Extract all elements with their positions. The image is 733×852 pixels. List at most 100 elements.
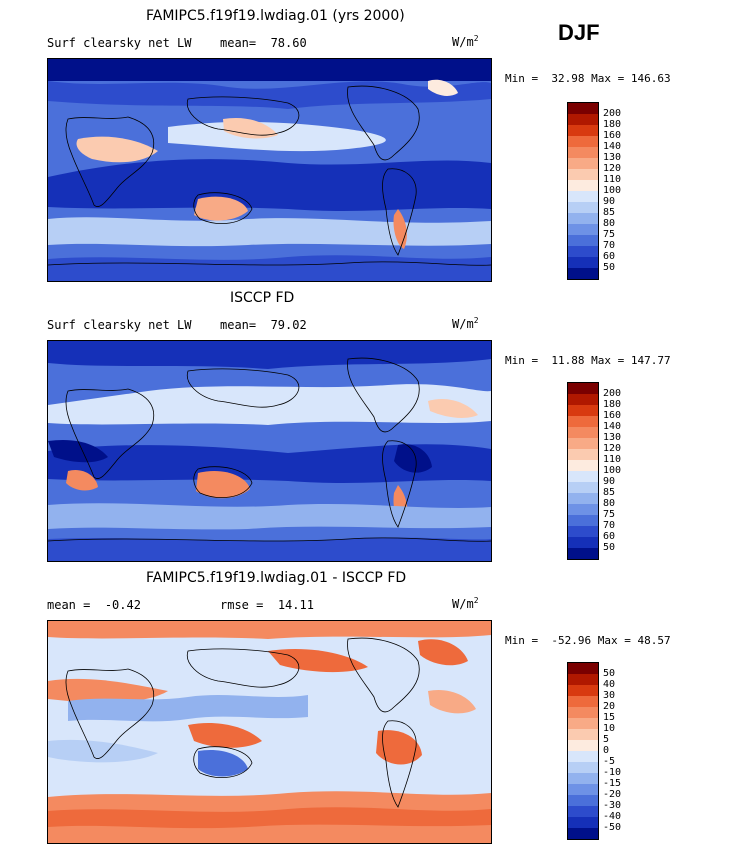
colorbar-tick-label: 110 xyxy=(603,174,622,185)
colorbar-swatch xyxy=(568,438,598,449)
colorbar-swatch xyxy=(568,202,598,213)
colorbar-swatch xyxy=(568,548,598,559)
colorbar-tick-label: 110 xyxy=(603,454,622,465)
colorbar-tick-label: 90 xyxy=(603,476,616,487)
colorbar-swatch xyxy=(568,224,598,235)
colorbar-swatch xyxy=(568,114,598,125)
colorbar-tick-label: -40 xyxy=(603,811,622,822)
colorbar-tick-label: 180 xyxy=(603,119,622,130)
colorbar-swatch xyxy=(568,103,598,114)
colorbar-tick-label: -50 xyxy=(603,822,622,833)
panel-1-mean: mean= 78.60 xyxy=(220,36,307,50)
panel-2-variable: Surf clearsky net LW xyxy=(47,318,192,332)
colorbar-tick-label: 50 xyxy=(603,668,616,679)
colorbar-tick-label: 30 xyxy=(603,690,616,701)
panel-2-title: ISCCP FD xyxy=(230,290,295,306)
season-label: DJF xyxy=(558,20,600,45)
colorbar-tick-label: 130 xyxy=(603,152,622,163)
colorbar-tick-label: 100 xyxy=(603,185,622,196)
colorbar-tick-label: 85 xyxy=(603,487,616,498)
colorbar-tick-label: 90 xyxy=(603,196,616,207)
colorbar-swatch xyxy=(568,169,598,180)
panel-1-minmax: Min = 32.98 Max = 146.63 xyxy=(505,72,671,85)
colorbar-swatch xyxy=(568,158,598,169)
panel-2-map xyxy=(47,340,492,562)
colorbar-tick-label: 80 xyxy=(603,218,616,229)
colorbar-swatch xyxy=(568,526,598,537)
colorbar-swatch xyxy=(568,125,598,136)
colorbar-swatch xyxy=(568,806,598,817)
colorbar-swatch xyxy=(568,136,598,147)
colorbar-tick-label: 120 xyxy=(603,443,622,454)
panel-3-map xyxy=(47,620,492,844)
colorbar-tick-label: 75 xyxy=(603,229,616,240)
panel-3-minmax: Min = -52.96 Max = 48.57 xyxy=(505,634,671,647)
colorbar-tick-label: 160 xyxy=(603,410,622,421)
colorbar-swatch xyxy=(568,235,598,246)
colorbar-tick-label: 60 xyxy=(603,251,616,262)
colorbar-swatch xyxy=(568,268,598,279)
colorbar-swatch xyxy=(568,471,598,482)
colorbar-tick-label: 0 xyxy=(603,745,610,756)
colorbar-tick-label: 15 xyxy=(603,712,616,723)
colorbar-tick-label: 10 xyxy=(603,723,616,734)
colorbar-swatch xyxy=(568,405,598,416)
colorbar-tick-label: 130 xyxy=(603,432,622,443)
colorbar-swatch xyxy=(568,828,598,839)
colorbar-swatch xyxy=(568,246,598,257)
colorbar-swatch xyxy=(568,751,598,762)
panel-2-mean: mean= 79.02 xyxy=(220,318,307,332)
panel-2-units: W/m2 xyxy=(452,316,479,331)
colorbar-tick-label: -30 xyxy=(603,800,622,811)
colorbar-swatch xyxy=(568,449,598,460)
colorbar-swatch xyxy=(568,504,598,515)
colorbar-tick-label: 80 xyxy=(603,498,616,509)
colorbar-swatch xyxy=(568,707,598,718)
colorbar-tick-label: 20 xyxy=(603,701,616,712)
colorbar-tick-label: 200 xyxy=(603,108,622,119)
colorbar-tick-label: 85 xyxy=(603,207,616,218)
colorbar-tick-label: 40 xyxy=(603,679,616,690)
colorbar-tick-label: 140 xyxy=(603,421,622,432)
colorbar-tick-label: 180 xyxy=(603,399,622,410)
colorbar-swatch xyxy=(568,663,598,674)
panel-1-units: W/m2 xyxy=(452,34,479,49)
panel-3-units: W/m2 xyxy=(452,596,479,611)
panel-2-colorbar-box xyxy=(567,382,599,560)
colorbar-tick-label: 50 xyxy=(603,262,616,273)
colorbar-swatch xyxy=(568,257,598,268)
colorbar-swatch xyxy=(568,817,598,828)
colorbar-tick-label: 160 xyxy=(603,130,622,141)
colorbar-swatch xyxy=(568,515,598,526)
colorbar-swatch xyxy=(568,537,598,548)
colorbar-swatch xyxy=(568,147,598,158)
colorbar-swatch xyxy=(568,718,598,729)
colorbar-tick-label: -15 xyxy=(603,778,622,789)
colorbar-tick-label: 140 xyxy=(603,141,622,152)
colorbar-tick-label: 70 xyxy=(603,240,616,251)
colorbar-swatch xyxy=(568,773,598,784)
colorbar-swatch xyxy=(568,784,598,795)
colorbar-swatch xyxy=(568,685,598,696)
colorbar-tick-label: -10 xyxy=(603,767,622,778)
colorbar-swatch xyxy=(568,191,598,202)
colorbar-swatch xyxy=(568,762,598,773)
colorbar-tick-label: -5 xyxy=(603,756,616,767)
panel-1-colorbar-box xyxy=(567,102,599,280)
panel-3-colorbar-box xyxy=(567,662,599,840)
colorbar-swatch xyxy=(568,383,598,394)
colorbar-swatch xyxy=(568,394,598,405)
colorbar-swatch xyxy=(568,696,598,707)
colorbar-tick-label: 60 xyxy=(603,531,616,542)
colorbar-swatch xyxy=(568,674,598,685)
colorbar-swatch xyxy=(568,729,598,740)
panel-2-minmax: Min = 11.88 Max = 147.77 xyxy=(505,354,671,367)
panel-3-title: FAMIPC5.f19f19.lwdiag.01 - ISCCP FD xyxy=(146,570,407,586)
colorbar-tick-label: 50 xyxy=(603,542,616,553)
panel-1-title: FAMIPC5.f19f19.lwdiag.01 (yrs 2000) xyxy=(146,8,405,24)
colorbar-swatch xyxy=(568,482,598,493)
colorbar-swatch xyxy=(568,460,598,471)
colorbar-swatch xyxy=(568,427,598,438)
panel-1-map xyxy=(47,58,492,282)
panel-3-rmse: rmse = 14.11 xyxy=(220,598,314,612)
